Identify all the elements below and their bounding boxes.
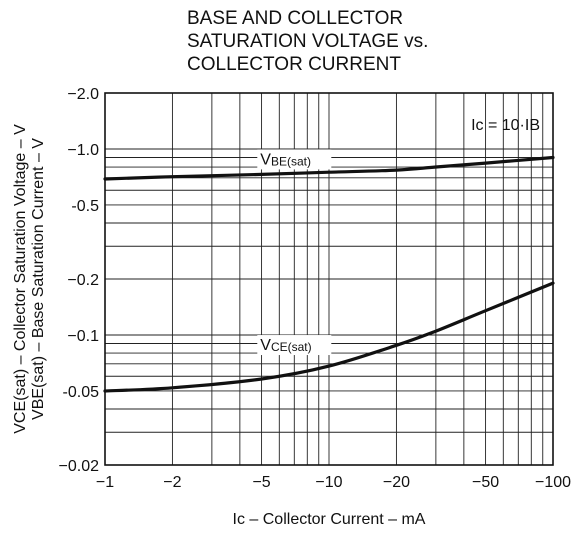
condition-note: Ic = 10·IB [471, 117, 540, 134]
x-tick-label: −10 [315, 474, 342, 491]
x-tick-label: −5 [252, 474, 270, 491]
y-tick-label: −0.1 [67, 328, 99, 345]
title-line-3: COLLECTOR CURRENT [187, 54, 401, 75]
series-lines [103, 155, 555, 393]
series-line-vce-sat [103, 281, 555, 393]
series-label-vbe-sat: VBE(sat) [260, 151, 311, 168]
chart-title: BASE AND COLLECTOR SATURATION VOLTAGE vs… [187, 8, 428, 75]
series-labels: VBE(sat) VCE(sat) [257, 149, 332, 356]
series-label-bg [257, 335, 332, 356]
series-label-vce-sat: VCE(sat) [260, 337, 311, 354]
y-tick-label: −1.0 [67, 142, 99, 159]
x-tick-label: −50 [472, 474, 499, 491]
y-tick-labels: −2.0 −1.0 -0.5 −0.2 −0.1 -0.05 −0.02 [59, 86, 100, 475]
y-tick-label: −0.02 [59, 458, 100, 475]
grid [105, 93, 553, 465]
x-tick-label: −100 [535, 474, 571, 491]
y-tick-label: −0.2 [67, 272, 99, 289]
title-line-1: BASE AND COLLECTOR [187, 8, 403, 29]
y-axis-label-line-1: VCE(sat) – Collector Saturation Voltage … [12, 124, 29, 434]
series-label-bg [257, 149, 332, 170]
y-tick-label: -0.5 [71, 198, 99, 215]
y-tick-label: -0.05 [63, 384, 100, 401]
y-axis-label: VCE(sat) – Collector Saturation Voltage … [12, 124, 47, 434]
x-tick-label: −2 [163, 474, 181, 491]
x-tick-label: −20 [383, 474, 410, 491]
y-axis-label-line-2: VBE(sat) – Base Saturation Current – V [30, 138, 47, 420]
series-line-vbe-sat [103, 155, 555, 181]
x-axis-label: Ic – Collector Current – mA [233, 511, 426, 528]
x-tick-label: −1 [96, 474, 114, 491]
title-line-2: SATURATION VOLTAGE vs. [187, 31, 428, 52]
x-tick-labels: −1 −2 −5 −10 −20 −50 −100 [96, 474, 571, 491]
plot-frame [104, 92, 554, 466]
y-tick-label: −2.0 [67, 86, 99, 103]
